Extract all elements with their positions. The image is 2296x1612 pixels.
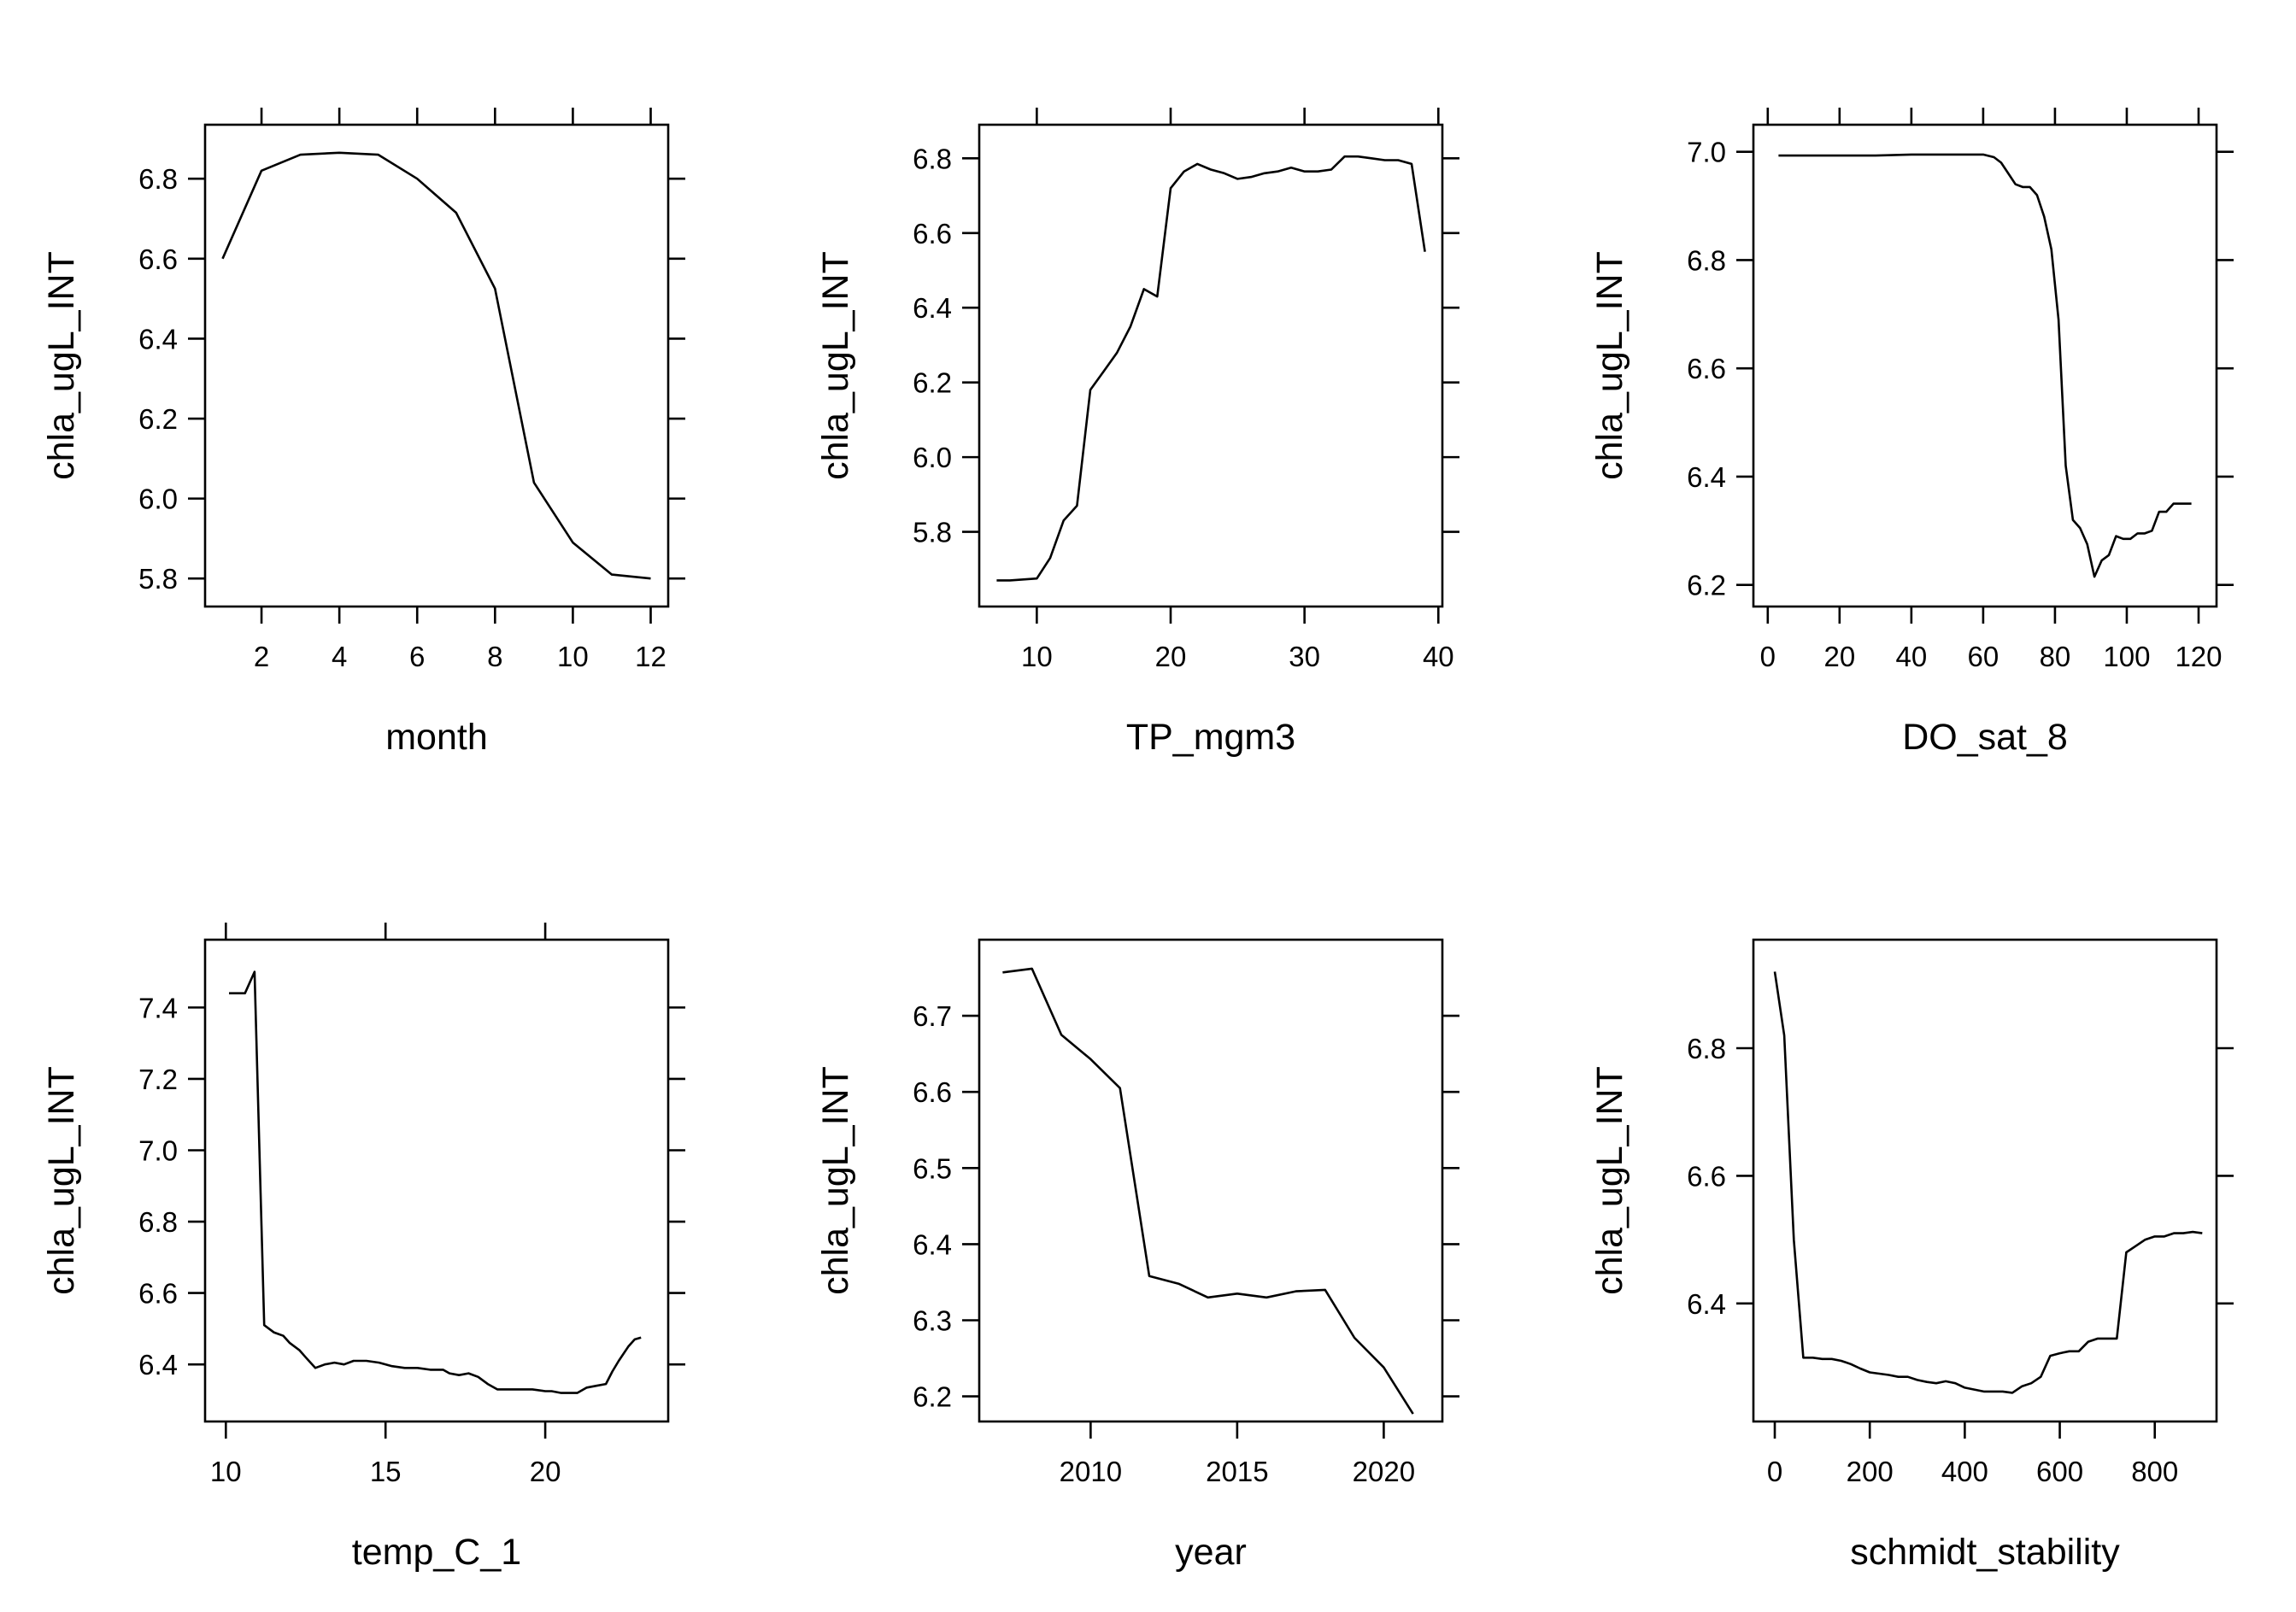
y-tick-label: 6.2 (913, 1381, 952, 1413)
x-tick-label: 2020 (1353, 1456, 1415, 1487)
x-tick-label: 2015 (1206, 1456, 1268, 1487)
y-axis-label: chla_ugL_INT (1589, 251, 1630, 480)
x-tick-label: 600 (2036, 1456, 2083, 1487)
x-axis-label: month (385, 717, 488, 758)
plot-frame (203, 938, 670, 1423)
x-tick-label: 0 (1767, 1456, 1782, 1487)
plot-frame (1752, 938, 2218, 1423)
series-line (996, 155, 1426, 582)
y-tick-label: 6.2 (138, 403, 178, 435)
x-tick-label: 200 (1847, 1456, 1894, 1487)
y-tick-label: 6.8 (138, 1206, 178, 1238)
panel-6: 0 200 400 600 800 6.4 6.6 6.8 schmidt_stability c… (1589, 938, 2234, 1573)
y-tick-label: 6.0 (913, 442, 952, 473)
y-tick-label: 6.5 (913, 1152, 952, 1184)
y-tick-label: 6.4 (1687, 461, 1726, 493)
y-axis-label: chla_ugL_INT (41, 1066, 82, 1295)
y-axis-label: chla_ugL_INT (1589, 1066, 1630, 1295)
y-tick-label: 6.6 (913, 218, 952, 249)
plot-frame (1752, 123, 2218, 608)
y-tick-label: 6.8 (138, 163, 178, 195)
y-tick-label: 7.2 (138, 1064, 178, 1095)
x-tick-label: 2010 (1060, 1456, 1122, 1487)
panel-1: 2 4 6 8 10 12 5.8 6.0 6.2 6.4 6.6 6.8 month chla_ugL_… (41, 108, 685, 758)
y-tick-label: 6.4 (1687, 1288, 1726, 1320)
y-axis-label: chla_ugL_INT (815, 1066, 856, 1295)
y-tick-label: 6.6 (913, 1076, 952, 1108)
x-tick-label: 800 (2131, 1456, 2178, 1487)
x-tick-label: 6 (409, 641, 425, 672)
x-tick-label: 20 (1155, 641, 1187, 672)
panel-2: 10 20 30 40 5.8 6.0 6.2 6.4 6.6 6.8 TP_mgm3 chla_ug… (815, 108, 1459, 758)
x-tick-label: 60 (1968, 641, 1999, 672)
plot-frame (978, 938, 1444, 1423)
x-tick-label: 120 (2175, 641, 2222, 672)
x-tick-label: 12 (635, 641, 666, 672)
y-tick-label: 6.8 (1687, 1033, 1726, 1064)
y-tick-label: 6.2 (913, 367, 952, 399)
series-line (221, 151, 651, 580)
x-tick-label: 80 (2040, 641, 2071, 672)
x-tick-label: 20 (1823, 641, 1855, 672)
x-tick-label: 10 (1021, 641, 1053, 672)
y-tick-label: 6.6 (138, 243, 178, 275)
x-tick-label: 20 (530, 1456, 561, 1487)
y-tick-label: 5.8 (913, 517, 952, 548)
y-tick-label: 7.0 (138, 1134, 178, 1166)
y-tick-label: 5.8 (138, 563, 178, 595)
y-tick-label: 7.4 (138, 992, 178, 1023)
series-line (229, 970, 642, 1394)
x-tick-label: 8 (487, 641, 502, 672)
series-line (1778, 153, 2192, 578)
y-tick-label: 6.6 (1687, 1160, 1726, 1192)
plot-frame (978, 123, 1444, 608)
y-tick-label: 6.6 (1687, 353, 1726, 384)
x-axis-label: TP_mgm3 (1126, 717, 1295, 758)
x-axis-label: temp_C_1 (352, 1532, 521, 1573)
y-tick-label: 6.4 (913, 1228, 952, 1260)
x-axis-label: schmidt_stability (1850, 1532, 2120, 1573)
y-tick-label: 6.0 (138, 484, 178, 515)
x-tick-label: 15 (370, 1456, 402, 1487)
x-tick-label: 30 (1289, 641, 1320, 672)
series-line (1773, 971, 2203, 1394)
x-tick-label: 10 (210, 1456, 242, 1487)
x-tick-label: 0 (1760, 641, 1776, 672)
x-tick-label: 10 (557, 641, 589, 672)
x-tick-label: 400 (1941, 1456, 1988, 1487)
y-tick-label: 6.4 (138, 1349, 178, 1380)
panel-3: 0 20 40 60 80 100 120 6.2 6.4 6.6 6.8 7.0 DO_sat_8 ch… (1589, 108, 2234, 758)
series-line (1002, 967, 1414, 1415)
y-tick-label: 7.0 (1687, 137, 1726, 168)
y-axis-label: chla_ugL_INT (815, 251, 856, 480)
x-tick-label: 2 (254, 641, 269, 672)
y-tick-label: 6.4 (138, 323, 178, 355)
x-axis-label: year (1175, 1532, 1247, 1573)
panel-4: 10 15 20 6.4 6.6 6.8 7.0 7.2 7.4 temp_C_1 chla_ugL… (41, 923, 685, 1573)
y-tick-label: 6.6 (138, 1278, 178, 1310)
x-tick-label: 40 (1896, 641, 1928, 672)
y-tick-label: 6.2 (1687, 570, 1726, 601)
y-axis-label: chla_ugL_INT (41, 251, 82, 480)
x-axis-label: DO_sat_8 (1902, 717, 2068, 758)
x-tick-label: 40 (1423, 641, 1454, 672)
y-tick-label: 6.8 (913, 143, 952, 174)
y-tick-label: 6.3 (913, 1304, 952, 1336)
panel-5: 2010 2015 2020 6.2 6.3 6.4 6.5 6.6 6.7 year chla_u… (815, 938, 1459, 1573)
y-tick-label: 6.8 (1687, 244, 1726, 276)
y-tick-label: 6.7 (913, 1000, 952, 1032)
plot-frame (203, 123, 670, 608)
x-tick-label: 100 (2103, 641, 2150, 672)
y-tick-label: 6.4 (913, 292, 952, 324)
x-tick-label: 4 (332, 641, 347, 672)
